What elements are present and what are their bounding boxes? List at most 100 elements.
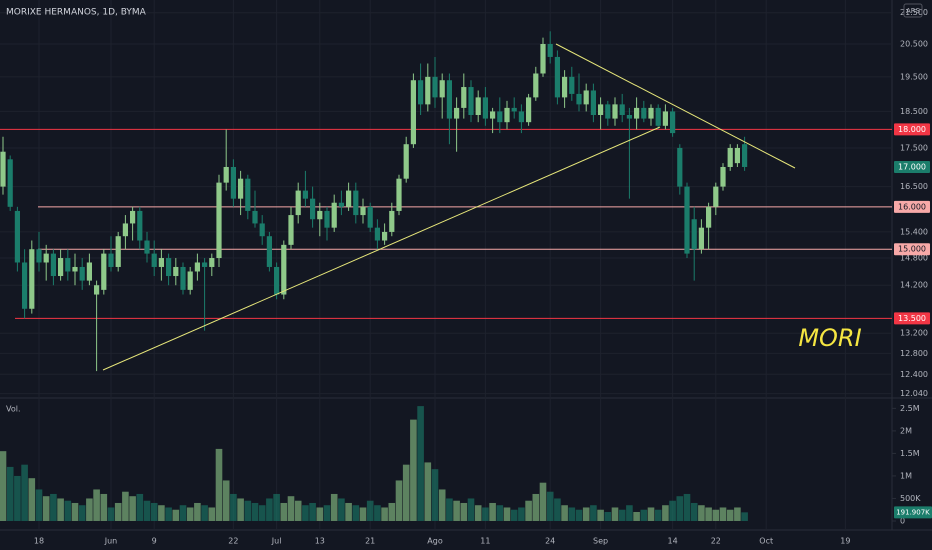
volume-bar xyxy=(186,507,194,521)
candle-body xyxy=(137,210,143,241)
candle-body xyxy=(202,262,208,267)
volume-bar xyxy=(474,505,482,521)
y-tick-label: 18.500 xyxy=(900,107,928,116)
candle-body xyxy=(310,198,316,220)
volume-bar xyxy=(345,502,352,521)
levels xyxy=(0,128,892,319)
volume-bar xyxy=(525,500,532,521)
volume-bar xyxy=(446,498,453,521)
volume-bar xyxy=(338,498,345,521)
volume-bar xyxy=(330,493,338,521)
candle-body xyxy=(173,266,179,277)
volume-bar xyxy=(28,478,36,521)
candle-body xyxy=(684,186,690,254)
candle-body xyxy=(43,253,49,263)
candle-body xyxy=(734,147,740,164)
volume-bar xyxy=(129,496,136,521)
volume-bar xyxy=(726,509,734,521)
volume-bar xyxy=(352,505,360,521)
candle-body xyxy=(0,151,6,187)
level-label: 13.500 xyxy=(898,314,926,323)
candle-body xyxy=(382,231,388,241)
volume-bar xyxy=(417,406,424,521)
candle-body xyxy=(468,87,474,115)
axis: 21.500 20.500 19.500 18.500 17.500 16.500 15.4… xyxy=(34,8,932,546)
y-tick-label: 14.800 xyxy=(900,254,928,263)
x-tick-label: 18 xyxy=(34,537,44,546)
candle-body xyxy=(619,104,625,115)
candle-body xyxy=(360,206,366,216)
candle-body xyxy=(223,166,229,183)
volume-bar xyxy=(618,509,626,521)
volume-bar xyxy=(114,502,122,521)
candle-body xyxy=(626,114,632,119)
x-tick-label: 24 xyxy=(545,537,555,546)
candle-body xyxy=(50,253,56,277)
candle-body xyxy=(403,144,409,179)
candle-body xyxy=(281,244,287,295)
volume-bar xyxy=(165,507,172,521)
candle-body xyxy=(317,210,323,220)
candle-body xyxy=(209,258,215,267)
x-tick-label: Jun xyxy=(104,537,118,546)
candle-body xyxy=(634,107,640,119)
x-tick-label: 22 xyxy=(711,537,721,546)
volume-bar xyxy=(482,507,489,521)
level-label-box xyxy=(894,200,930,213)
candle-body xyxy=(605,104,611,119)
candle-body xyxy=(367,206,373,228)
candle-body xyxy=(439,80,445,98)
volume-tick-label: 1.5M xyxy=(900,449,920,458)
candle-body xyxy=(22,262,28,309)
volume-bar xyxy=(86,498,93,521)
volume-bar xyxy=(251,502,259,521)
volume-bar xyxy=(266,498,273,521)
y-tick-label: 21.500 xyxy=(900,8,928,17)
x-tick-label: 14 xyxy=(668,537,678,546)
y-tick-label: 12.800 xyxy=(900,349,928,358)
level-label: 15.000 xyxy=(898,245,926,254)
x-tick-label: Jul xyxy=(271,537,282,546)
last-price-box xyxy=(894,160,930,173)
level-label-box xyxy=(894,312,930,325)
volume-bar xyxy=(438,489,446,521)
volume-bar xyxy=(546,491,554,521)
volume-bar xyxy=(258,505,266,521)
y-tick-label: 14.200 xyxy=(900,281,928,290)
y-tick-label: 17.500 xyxy=(900,143,928,152)
candle-body xyxy=(446,80,452,119)
volume-bar xyxy=(294,500,302,521)
candle-body xyxy=(274,266,280,295)
candle-body xyxy=(86,262,92,281)
volume-bar xyxy=(402,464,410,521)
currency-box xyxy=(903,3,923,18)
volume-pane xyxy=(0,406,748,521)
x-tick-label: 19 xyxy=(840,537,850,546)
candle-body xyxy=(29,249,35,309)
candle-body xyxy=(14,210,20,263)
volume-bar xyxy=(712,509,720,521)
volume-bar xyxy=(57,498,64,521)
level-label: 18.000 xyxy=(898,125,926,134)
candle-body xyxy=(533,73,539,98)
candle-body xyxy=(230,166,236,199)
volume-bar xyxy=(71,502,79,521)
candle-body xyxy=(490,111,496,119)
y-tick-label: 15.400 xyxy=(900,227,928,236)
candle-body xyxy=(158,258,164,267)
volume-bar xyxy=(518,507,525,521)
candle-body xyxy=(576,93,582,105)
level-label-box xyxy=(894,243,930,256)
candle-body xyxy=(554,56,560,98)
volume-bar xyxy=(554,498,561,521)
volume-tick-label: 2M xyxy=(900,426,912,435)
volume-bar xyxy=(395,480,403,521)
volume-bar xyxy=(122,491,129,521)
volume-bar xyxy=(662,505,669,521)
chart-title: MORIXE HERMANOS, 1D, BYMA xyxy=(6,8,147,18)
last-volume-box xyxy=(894,506,932,519)
candle-body xyxy=(742,144,748,167)
candle-body xyxy=(497,111,503,123)
candle-body xyxy=(396,178,402,211)
candle-body xyxy=(648,107,654,119)
